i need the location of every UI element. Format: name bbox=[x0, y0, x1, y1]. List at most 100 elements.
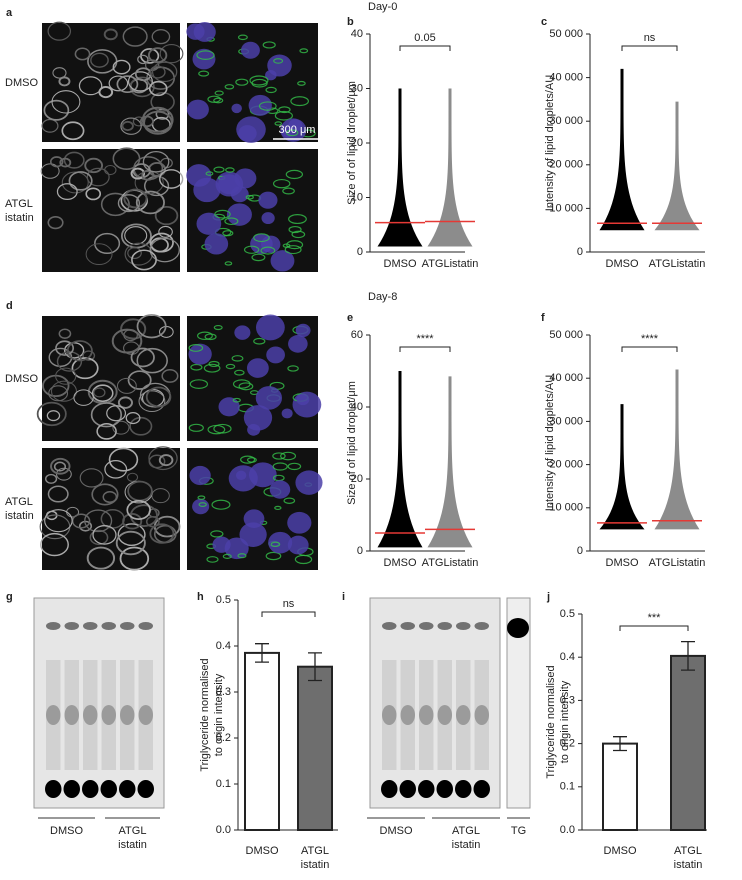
lipid-stain bbox=[210, 530, 224, 538]
lipid-stain bbox=[272, 178, 291, 189]
y-axis-label: Size of of lipid droplet/μm bbox=[346, 381, 358, 505]
y-axis-label: to origin intensity bbox=[559, 680, 571, 763]
cell-outline bbox=[127, 370, 152, 390]
panel-letter: a bbox=[6, 7, 13, 19]
cell-outline bbox=[117, 396, 133, 409]
y-tick-label: 0.3 bbox=[216, 686, 231, 698]
cell-outline bbox=[158, 225, 173, 238]
gel-band bbox=[64, 622, 79, 630]
lipid-stain bbox=[205, 171, 214, 176]
nucleus bbox=[204, 233, 229, 255]
gel-band bbox=[474, 622, 489, 630]
x-tick-label: ATGListatin bbox=[649, 557, 706, 569]
cell-outline bbox=[108, 447, 139, 472]
gel-band bbox=[419, 622, 434, 630]
nucleus bbox=[234, 168, 257, 189]
cell-outline bbox=[136, 347, 168, 374]
nucleus bbox=[218, 397, 240, 417]
nucleus bbox=[243, 405, 273, 431]
lipid-stain bbox=[287, 462, 302, 471]
gel-origin bbox=[381, 780, 398, 798]
cell-outline bbox=[86, 167, 110, 187]
nucleus bbox=[255, 386, 283, 410]
y-tick-label: 0 bbox=[577, 545, 583, 557]
lipid-stain bbox=[196, 331, 213, 341]
cell-outline bbox=[47, 485, 69, 503]
lipid-stain bbox=[240, 455, 256, 464]
cell-outline bbox=[137, 54, 149, 65]
nucleus bbox=[266, 346, 285, 364]
nucleus bbox=[196, 212, 222, 235]
group-label: TG bbox=[510, 825, 527, 837]
gel-band bbox=[46, 705, 61, 725]
cell-outline bbox=[46, 410, 61, 422]
cell-outline bbox=[79, 468, 104, 488]
gel-band bbox=[64, 705, 79, 725]
x-tick-label: DMSO bbox=[384, 258, 417, 270]
cell-outline bbox=[44, 509, 73, 533]
cell-outline bbox=[104, 460, 128, 479]
cell-outline bbox=[48, 385, 69, 402]
day-label: Day-8 bbox=[368, 291, 397, 303]
lipid-stain bbox=[231, 355, 244, 362]
cell-outline bbox=[56, 183, 78, 201]
cell-outline bbox=[147, 47, 168, 64]
gel-band bbox=[419, 705, 434, 725]
lipid-stain bbox=[213, 324, 223, 331]
nucleus bbox=[247, 423, 261, 436]
gel-band bbox=[101, 622, 116, 630]
y-axis-label: Size of of lipid droplet/μm bbox=[346, 81, 358, 205]
significance-label: **** bbox=[641, 333, 659, 345]
gel-band bbox=[138, 705, 153, 725]
cell-outline bbox=[149, 237, 180, 263]
lipid-stain bbox=[294, 554, 313, 565]
y-axis-label: Triglyceride normalised bbox=[199, 658, 211, 771]
nucleus bbox=[186, 23, 205, 40]
lipid-stain bbox=[274, 110, 293, 121]
cell-outline bbox=[61, 121, 85, 141]
lipid-stain bbox=[290, 96, 310, 107]
nucleus bbox=[228, 465, 258, 492]
lipid-stain bbox=[237, 553, 247, 559]
cell-outline bbox=[41, 118, 59, 133]
panel-letter: h bbox=[197, 591, 204, 603]
x-tick-label: ATGListatin bbox=[649, 258, 706, 270]
error-bar bbox=[255, 643, 269, 663]
cell-outline bbox=[126, 472, 139, 482]
cell-outline bbox=[116, 377, 137, 394]
cell-outline bbox=[119, 546, 150, 571]
cell-outline bbox=[158, 454, 174, 467]
y-axis-label: Triglyceride normalised bbox=[545, 665, 557, 778]
lipid-stain bbox=[197, 495, 206, 500]
lipid-stain bbox=[232, 397, 241, 403]
group-label: DMSO bbox=[379, 825, 413, 837]
droplet-distribution bbox=[377, 371, 423, 548]
tg-spot bbox=[507, 618, 529, 638]
row-label: ATGL istatin bbox=[5, 197, 34, 224]
y-tick-label: 0.5 bbox=[216, 594, 231, 606]
cell-outline bbox=[47, 21, 72, 41]
cell-outline bbox=[141, 106, 174, 133]
gel-band bbox=[474, 705, 489, 725]
y-tick-label: 0.0 bbox=[560, 824, 575, 836]
cell-outline bbox=[120, 318, 147, 340]
cell-outline bbox=[78, 520, 93, 532]
nucleus bbox=[234, 325, 251, 340]
lipid-stain bbox=[288, 225, 302, 234]
cell-outline bbox=[73, 389, 94, 406]
y-tick-label: 0.1 bbox=[560, 781, 575, 793]
y-tick-label: 0.1 bbox=[216, 778, 231, 790]
y-tick-label: 20 000 bbox=[549, 459, 583, 471]
cell-outline bbox=[85, 243, 113, 266]
nucleus bbox=[236, 116, 266, 143]
cell-outline bbox=[124, 242, 153, 266]
cell-outline bbox=[98, 86, 114, 99]
gel-band bbox=[400, 622, 415, 630]
cell-outline bbox=[123, 188, 148, 209]
cell-outline bbox=[127, 247, 142, 260]
group-label: ATGL istatin bbox=[451, 825, 481, 851]
nucleus bbox=[246, 358, 269, 378]
gel-origin bbox=[63, 780, 80, 798]
cell-outline bbox=[150, 91, 175, 112]
nucleus bbox=[281, 408, 293, 419]
